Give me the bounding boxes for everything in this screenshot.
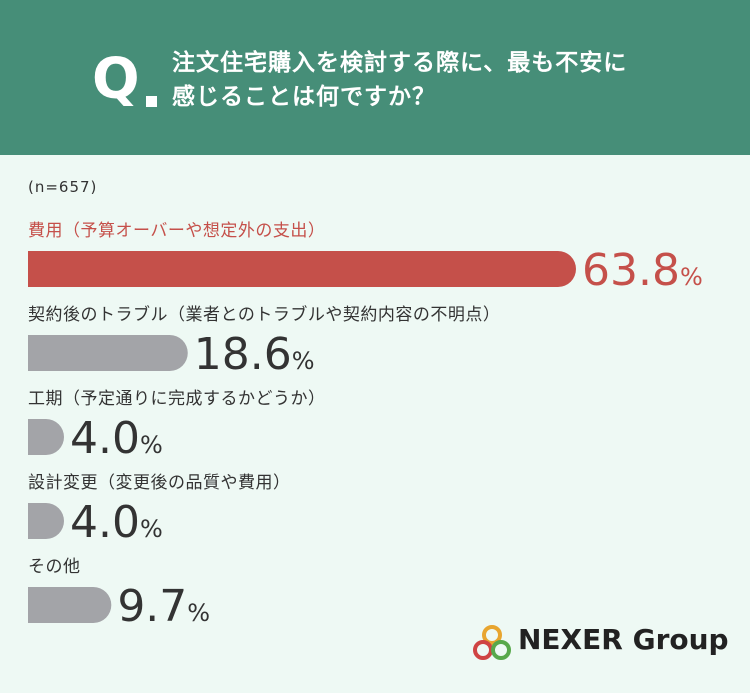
q-dot	[146, 96, 157, 107]
q-mark: Q	[92, 47, 140, 112]
question-text: 注文住宅購入を検討する際に、最も不安に 感じることは何ですか？	[172, 46, 627, 114]
bar	[28, 251, 576, 287]
value-label: 4.0%	[70, 413, 163, 464]
bar	[28, 335, 188, 371]
nexer-logo: NEXER Group	[470, 619, 730, 663]
bar-left-edge	[28, 503, 46, 539]
value-label: 63.8%	[582, 245, 703, 296]
bar-left-edge	[28, 587, 46, 623]
question-line-1: 注文住宅購入を検討する際に、最も不安に	[172, 50, 628, 76]
value-label: 4.0%	[70, 497, 163, 548]
category-label: 契約後のトラブル（業者とのトラブルや契約内容の不明点）	[28, 304, 500, 325]
bar	[28, 587, 112, 623]
value-label: 9.7%	[117, 581, 210, 632]
bar-left-edge	[28, 419, 46, 455]
category-label: その他	[28, 557, 81, 577]
bar-left-edge	[28, 335, 46, 371]
category-label: 費用（予算オーバーや想定外の支出）	[28, 221, 325, 241]
category-label: 設計変更（変更後の品質や費用）	[28, 473, 291, 493]
sample-size: (n=657)	[28, 178, 98, 196]
bar-left-edge	[28, 251, 46, 287]
logo-rings-icon	[473, 625, 511, 660]
question-line-2: 感じることは何ですか？	[172, 84, 436, 110]
category-label: 工期（予定通りに完成するかどうか）	[28, 389, 326, 409]
value-label: 18.6%	[194, 329, 315, 380]
question-header: Q 注文住宅購入を検討する際に、最も不安に 感じることは何ですか？	[0, 0, 750, 155]
logo-text: NEXER Group	[518, 623, 729, 656]
